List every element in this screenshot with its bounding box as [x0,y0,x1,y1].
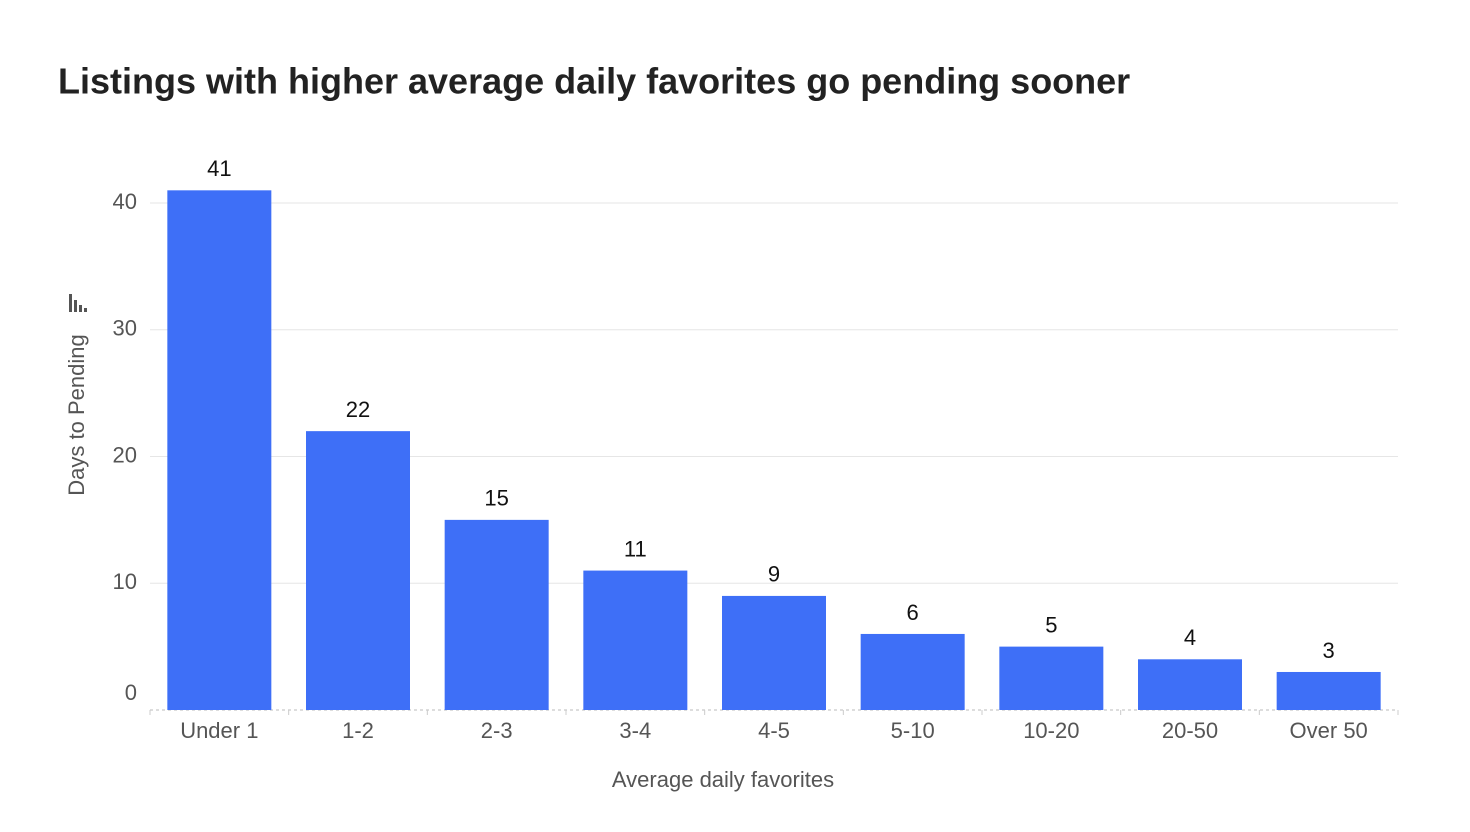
data-label: 15 [484,486,508,511]
bar [860,633,965,710]
data-label: 4 [1184,625,1196,650]
x-tick-label: 10-20 [1023,718,1079,743]
y-tick-label: 40 [113,189,137,214]
x-tick-label: 2-3 [481,718,513,743]
chart-title: Listings with higher average daily favor… [58,61,1130,102]
y-tick-label: 20 [113,442,137,467]
bar [444,519,549,710]
bar [1138,659,1242,710]
data-label: 11 [624,536,647,561]
x-tick-label: 1-2 [342,718,374,743]
x-tick-label: 5-10 [891,718,935,743]
x-tick-label: 3-4 [619,718,651,743]
bar [999,646,1104,710]
data-label: 22 [346,397,370,422]
x-tick-label: 20-50 [1162,718,1218,743]
bar [167,190,272,710]
bar [306,431,410,710]
bar [1276,671,1381,710]
x-axis-title: Average daily favorites [612,767,834,792]
x-tick-label: Over 50 [1290,718,1368,743]
y-tick-label: 0 [125,680,137,705]
axis-icon [69,294,87,312]
data-label: 3 [1323,638,1335,663]
y-tick-label: 10 [113,569,137,594]
data-label: 41 [207,156,231,181]
x-tick-label: Under 1 [180,718,258,743]
x-tick-label: 4-5 [758,718,790,743]
bar [722,595,826,710]
data-label: 6 [907,600,919,625]
data-label: 9 [768,562,780,587]
y-axis-title: Days to Pending [64,334,89,495]
y-tick-label: 30 [113,316,137,341]
bar [583,570,688,710]
data-label: 5 [1045,612,1057,637]
